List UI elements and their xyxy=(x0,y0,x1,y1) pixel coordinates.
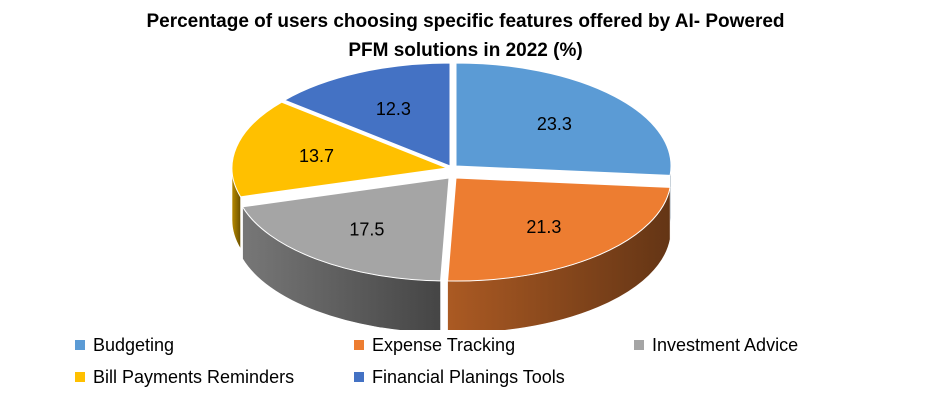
legend-swatch-budgeting xyxy=(75,340,85,350)
legend-swatch-investment-advice xyxy=(634,340,644,350)
legend-item-bill-payments-reminders: Bill Payments Reminders xyxy=(75,362,294,392)
data-label-budgeting: 23.3 xyxy=(537,114,572,134)
pie-chart: 23.3 21.3 17.5 13.7 12.3 xyxy=(231,62,672,330)
legend-swatch-bill-payments-reminders xyxy=(75,372,85,382)
data-label-bill-payments-reminders: 13.7 xyxy=(299,146,334,166)
legend-label-budgeting: Budgeting xyxy=(93,334,175,355)
legend-item-budgeting: Budgeting xyxy=(75,330,174,360)
pie-slice-financial-planings-tools xyxy=(283,62,451,167)
legend-item-investment-advice: Investment Advice xyxy=(634,330,798,360)
chart-title: Percentage of users choosing specific fe… xyxy=(0,7,931,65)
pie-slice-bill-payments-reminders xyxy=(231,101,449,198)
legend-swatch-financial-planings-tools xyxy=(354,372,364,382)
pie-slices xyxy=(231,62,672,282)
legend-label-bill-payments-reminders: Bill Payments Reminders xyxy=(93,366,295,387)
chart-legend: Budgeting Expense Tracking Investment Ad… xyxy=(0,330,931,394)
pie-slice-investment-advice xyxy=(241,177,450,282)
legend-label-expense-tracking: Expense Tracking xyxy=(372,334,516,355)
legend-item-expense-tracking: Expense Tracking xyxy=(354,330,515,360)
legend-label-investment-advice: Investment Advice xyxy=(652,334,799,355)
legend-swatch-expense-tracking xyxy=(354,340,364,350)
legend-label-financial-planings-tools: Financial Planings Tools xyxy=(372,366,565,387)
data-label-expense-tracking: 21.3 xyxy=(526,217,561,237)
pie-slice-budgeting xyxy=(455,62,672,176)
pie-slice-expense-tracking xyxy=(447,177,671,282)
chart-title-line-1: Percentage of users choosing specific fe… xyxy=(146,11,785,32)
pie-data-labels: 23.3 21.3 17.5 13.7 12.3 xyxy=(299,99,572,239)
chart-title-line-2: PFM solutions in 2022 (%) xyxy=(348,40,583,61)
data-label-financial-planings-tools: 12.3 xyxy=(376,99,411,119)
data-label-investment-advice: 17.5 xyxy=(349,219,384,239)
legend-item-financial-planings-tools: Financial Planings Tools xyxy=(354,362,565,392)
